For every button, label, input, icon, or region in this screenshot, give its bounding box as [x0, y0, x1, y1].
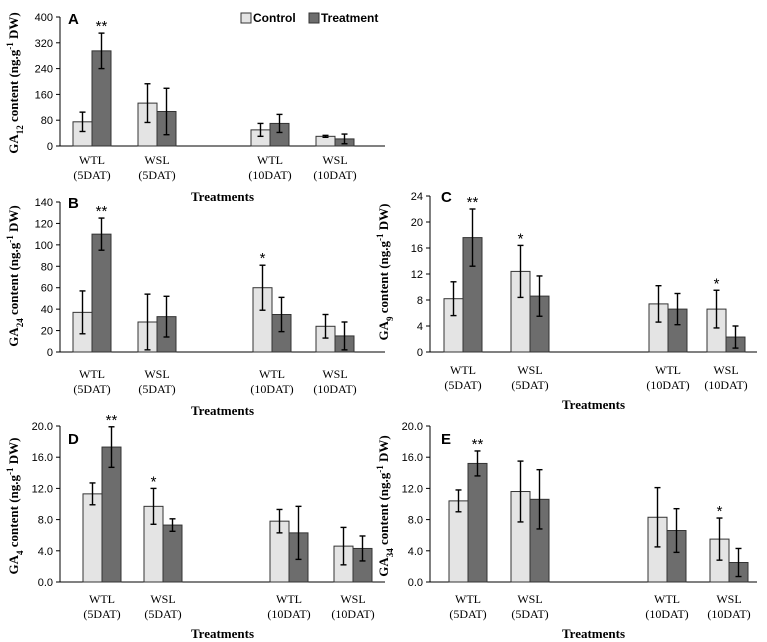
- y-axis-title: GA12 content (ng.g-1 DW): [5, 12, 25, 153]
- y-tick-label: 12: [411, 269, 423, 281]
- x-category-label: WSL (5DAT): [511, 592, 548, 621]
- y-axis-title: GA24 content (ng.g-1 DW): [5, 205, 25, 346]
- y-tick-label: 160: [35, 89, 53, 101]
- significance-mark: *: [717, 503, 723, 520]
- y-tick-label: 20.0: [402, 421, 423, 433]
- y-tick-label: 80: [41, 115, 53, 127]
- x-category-label: WTL (10DAT): [646, 363, 689, 392]
- x-category-label: WSL (10DAT): [331, 592, 374, 621]
- chart-panel-d: D 0.0 4.0 8.0 12.0 16.0 20.0 WTL (5DAT) WSL (5DAT)…: [5, 412, 385, 641]
- y-tick-label: 8.0: [38, 515, 53, 527]
- chart-panel-e: E 0.0 4.0 8.0 12.0 16.0 20.0 WTL (5DAT) WSL (5DAT)…: [375, 421, 757, 641]
- significance-mark: *: [518, 230, 524, 247]
- legend-swatch-treatment: [308, 12, 320, 24]
- x-category-label: WSL (5DAT): [144, 592, 181, 621]
- significance-mark: *: [151, 473, 157, 490]
- x-category-label: WSL (10DAT): [707, 592, 750, 621]
- y-tick-label: 4.0: [408, 546, 423, 558]
- x-category-label: WSL (5DAT): [511, 363, 548, 392]
- y-tick-label: 240: [35, 64, 53, 76]
- y-tick-label: 20: [411, 217, 423, 229]
- x-category-label: WTL (10DAT): [250, 367, 293, 396]
- x-axis-title: Treatments: [562, 397, 625, 412]
- significance-mark: **: [106, 412, 118, 429]
- y-tick-label: 20: [41, 326, 53, 338]
- x-category-label: WTL (10DAT): [267, 592, 310, 621]
- y-tick-label: 16.0: [402, 452, 423, 464]
- x-axis-title: Treatments: [191, 626, 254, 641]
- y-tick-label: 8: [417, 295, 423, 307]
- x-category-label: WTL (5DAT): [73, 367, 110, 396]
- y-tick-label: 40: [41, 304, 53, 316]
- y-tick-label: 140: [35, 197, 53, 209]
- panel-letter: B: [68, 195, 79, 212]
- y-axis-title: GA34 content (ng.g-1 DW): [375, 435, 395, 576]
- y-tick-label: 16: [411, 243, 423, 255]
- y-tick-label: 20.0: [32, 421, 53, 433]
- x-category-label: WTL (5DAT): [73, 153, 110, 182]
- significance-mark: **: [96, 203, 108, 220]
- y-tick-label: 12.0: [32, 483, 53, 495]
- y-tick-label: 0: [47, 141, 53, 153]
- panel-letter: D: [68, 431, 79, 448]
- bar-treatment: [162, 524, 183, 583]
- significance-mark: *: [714, 275, 720, 292]
- x-category-label: WTL (5DAT): [449, 592, 486, 621]
- bar-treatment: [91, 233, 112, 353]
- y-tick-label: 80: [41, 261, 53, 273]
- y-tick-label: 400: [35, 12, 53, 24]
- x-category-label: WSL (5DAT): [138, 367, 175, 396]
- y-axis-title: GA4 content (ng.g-1 DW): [5, 438, 25, 575]
- panel-letter: E: [441, 431, 451, 448]
- chart-panel-b: B 0 20 40 60 80 100 120 140 WTL (5DAT) WSL (5DAT) WTL…: [5, 195, 385, 418]
- significance-mark: *: [260, 250, 266, 267]
- bar-treatment: [467, 462, 488, 583]
- y-tick-label: 24: [411, 191, 423, 203]
- x-category-label: WTL (5DAT): [83, 592, 120, 621]
- y-tick-label: 8.0: [408, 515, 423, 527]
- x-axis-title: Treatments: [191, 189, 254, 204]
- x-category-label: WSL (10DAT): [704, 363, 747, 392]
- y-axis-title: GA9 content (ng.g-1 DW): [375, 204, 395, 341]
- y-tick-label: 320: [35, 38, 53, 50]
- legend: Control Treatment: [240, 11, 378, 25]
- y-tick-label: 60: [41, 283, 53, 295]
- chart-panel-c: C 0 4 8 12 16 20 24 WTL (5DAT) WSL (5DAT) WTL (10DAT)…: [375, 189, 757, 412]
- y-tick-label: 0.0: [408, 577, 423, 589]
- x-category-label: WTL (10DAT): [248, 153, 291, 182]
- y-tick-label: 4.0: [38, 546, 53, 558]
- chart-panel-a: A 0 80 160 240 320 400 WTL (5DAT) WSL (5DAT) WTL (10…: [5, 11, 385, 204]
- significance-mark: **: [472, 436, 484, 453]
- y-tick-label: 0: [47, 347, 53, 359]
- y-tick-label: 100: [35, 240, 53, 252]
- x-axis-title: Treatments: [191, 403, 254, 418]
- legend-swatch-control: [240, 12, 252, 24]
- y-tick-label: 12.0: [402, 483, 423, 495]
- bar-control: [448, 500, 469, 583]
- legend-label-control: Control: [253, 11, 296, 25]
- y-tick-label: 120: [35, 218, 53, 230]
- significance-mark: **: [96, 18, 108, 35]
- significance-mark: **: [467, 194, 479, 211]
- x-category-label: WSL (10DAT): [313, 367, 356, 396]
- x-category-label: WSL (5DAT): [138, 153, 175, 182]
- legend-label-treatment: Treatment: [321, 11, 378, 25]
- x-category-label: WTL (10DAT): [645, 592, 688, 621]
- panel-letter: A: [68, 11, 79, 28]
- y-tick-label: 4: [417, 321, 423, 333]
- x-axis-title: Treatments: [562, 626, 625, 641]
- panel-letter: C: [441, 189, 452, 206]
- y-tick-label: 0.0: [38, 577, 53, 589]
- x-category-label: WSL (10DAT): [313, 153, 356, 182]
- y-tick-label: 0: [417, 347, 423, 359]
- bar-control: [82, 493, 103, 583]
- x-category-label: WTL (5DAT): [444, 363, 481, 392]
- y-tick-label: 16.0: [32, 452, 53, 464]
